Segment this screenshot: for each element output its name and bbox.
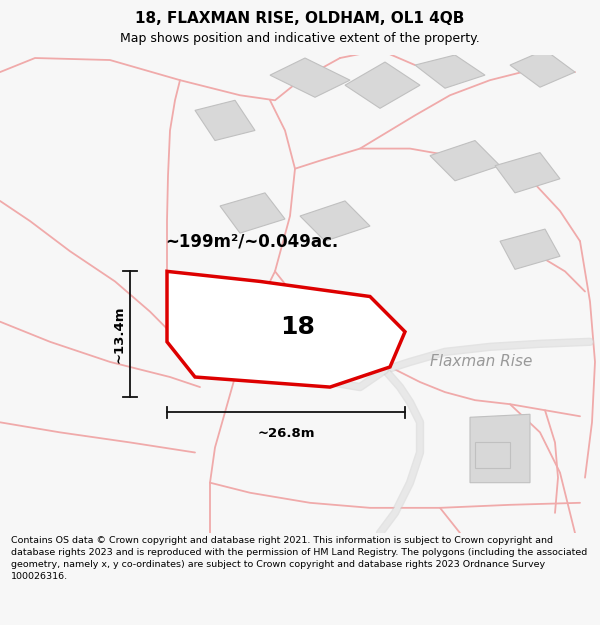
Polygon shape (430, 141, 500, 181)
Polygon shape (495, 152, 560, 193)
Polygon shape (270, 58, 350, 98)
Polygon shape (195, 100, 255, 141)
Polygon shape (470, 414, 530, 482)
Text: Contains OS data © Crown copyright and database right 2021. This information is : Contains OS data © Crown copyright and d… (11, 536, 587, 581)
Text: 18, FLAXMAN RISE, OLDHAM, OL1 4QB: 18, FLAXMAN RISE, OLDHAM, OL1 4QB (136, 11, 464, 26)
Polygon shape (415, 55, 485, 88)
Text: 18: 18 (280, 315, 315, 339)
Polygon shape (500, 229, 560, 269)
Polygon shape (300, 201, 370, 241)
Text: ~26.8m: ~26.8m (257, 427, 315, 439)
Text: ~199m²/~0.049ac.: ~199m²/~0.049ac. (165, 232, 338, 250)
Polygon shape (510, 50, 575, 88)
Polygon shape (167, 271, 405, 387)
Polygon shape (220, 193, 285, 233)
Text: ~13.4m: ~13.4m (113, 306, 126, 363)
Polygon shape (475, 442, 510, 468)
Polygon shape (345, 62, 420, 108)
Text: Flaxman Rise: Flaxman Rise (430, 354, 532, 369)
Text: Map shows position and indicative extent of the property.: Map shows position and indicative extent… (120, 32, 480, 45)
